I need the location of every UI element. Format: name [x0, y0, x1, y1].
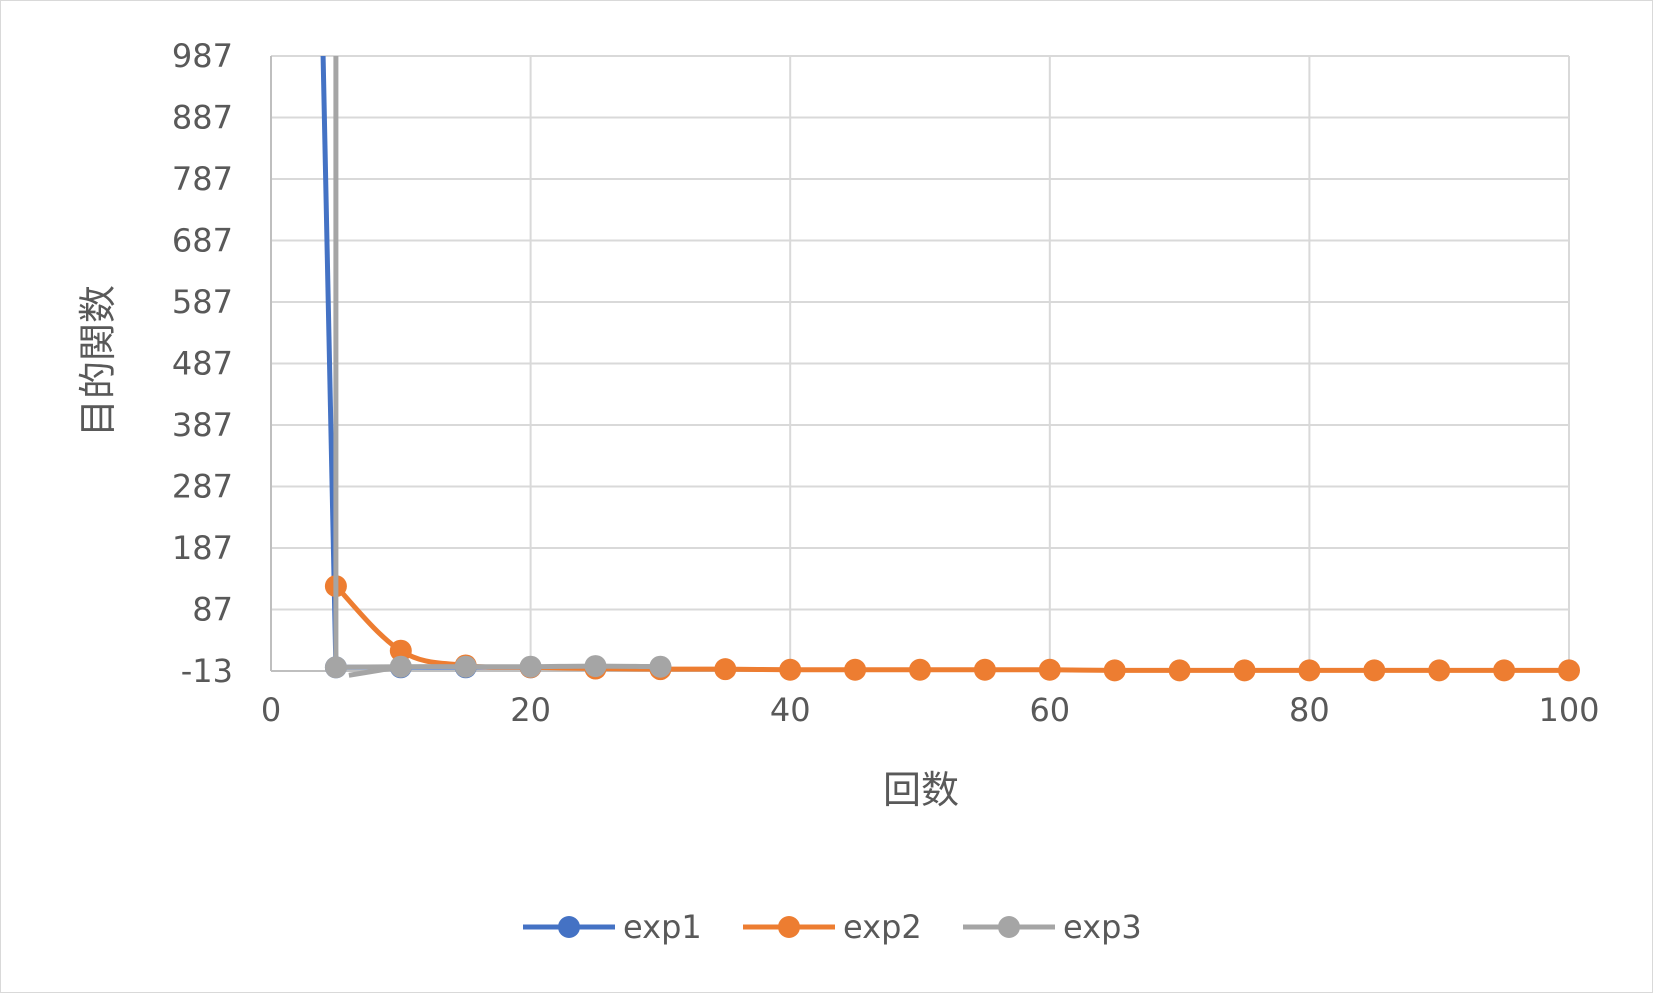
legend-item-exp1: exp1	[523, 908, 702, 946]
x-tick-label: 0	[261, 691, 281, 729]
x-tick-label: 100	[1538, 691, 1599, 729]
x-tick-label: 40	[770, 691, 811, 729]
data-point	[714, 658, 737, 681]
legend-swatch-marker	[558, 916, 580, 938]
data-point	[519, 655, 542, 678]
data-point	[649, 655, 672, 678]
y-tick-label: 287	[172, 468, 233, 506]
data-point	[844, 658, 867, 681]
data-point	[324, 656, 347, 679]
data-point	[389, 639, 412, 662]
series-layer	[320, 56, 1580, 682]
legend-label: exp2	[843, 908, 922, 946]
y-tick-label: 887	[172, 99, 233, 137]
y-tick-label: 687	[172, 222, 233, 260]
data-point	[909, 658, 931, 681]
legend: exp1 exp2 exp3	[523, 908, 1142, 946]
data-point	[584, 655, 607, 678]
data-point	[779, 658, 802, 681]
x-tick-label: 80	[1289, 691, 1330, 729]
series-line	[334, 584, 1569, 673]
data-point	[1428, 659, 1451, 682]
plot-area	[320, 56, 1580, 682]
y-tick-label: 587	[172, 283, 233, 321]
data-point	[1168, 659, 1191, 682]
legend-item-exp2: exp2	[743, 908, 922, 946]
series-exp3	[324, 56, 672, 679]
y-tick-label: 787	[172, 160, 233, 198]
data-point	[1103, 659, 1126, 682]
data-point	[389, 655, 412, 678]
data-point	[1038, 658, 1061, 681]
data-point	[1493, 659, 1516, 682]
legend-label: exp1	[623, 908, 702, 946]
legend-label: exp3	[1063, 908, 1142, 946]
legend-swatch-marker	[998, 916, 1020, 938]
legend-swatch-marker	[778, 916, 800, 938]
x-tick-label: 60	[1029, 691, 1070, 729]
data-point	[1363, 659, 1386, 682]
data-point	[1298, 659, 1321, 682]
y-tick-label: -13	[181, 652, 233, 690]
y-tick-label: 387	[172, 406, 233, 444]
series-line	[335, 663, 661, 670]
y-tick-label: 987	[172, 37, 233, 75]
data-point	[973, 658, 996, 681]
y-tick-label: 87	[192, 591, 233, 629]
legend-item-exp3: exp3	[963, 908, 1142, 946]
data-point	[454, 655, 477, 678]
data-point	[1558, 659, 1580, 682]
grid-layer	[270, 55, 1570, 672]
y-axis-title: 目的関数	[76, 285, 120, 437]
data-point	[1233, 659, 1256, 682]
y-tick-label: 487	[172, 345, 233, 383]
tick-layer: -13 87 187 287 387 487 587 687 787 887 987 0 20 40 60 8…	[172, 37, 1600, 729]
x-axis-title: 回数	[883, 768, 959, 812]
y-tick-label: 187	[172, 529, 233, 567]
x-tick-label: 20	[510, 691, 551, 729]
